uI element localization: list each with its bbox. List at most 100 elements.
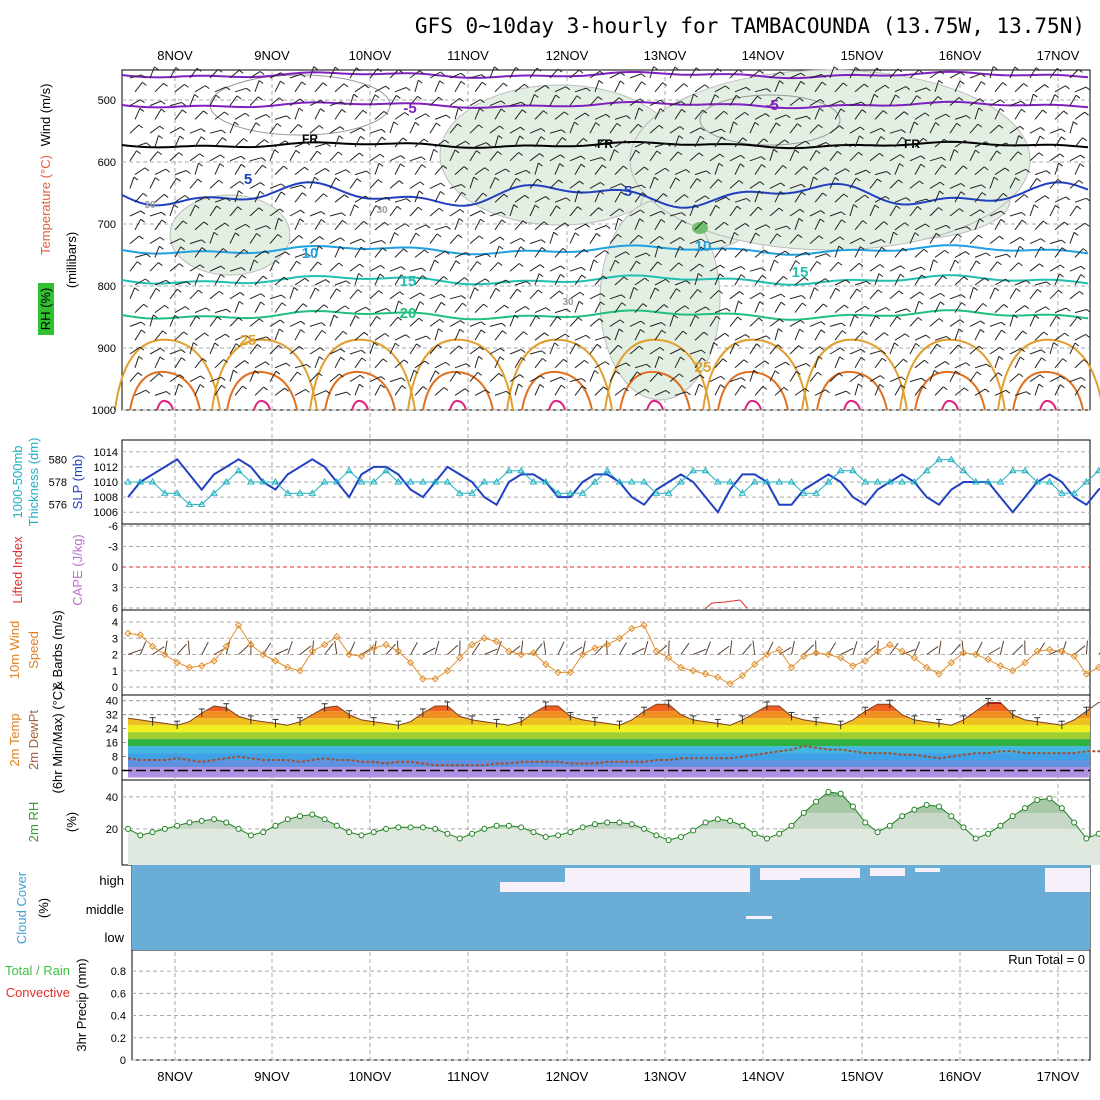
wind-barb-flag [495,287,501,292]
wind-barb [709,68,718,79]
wind-barb [594,386,604,396]
wind-barb [749,95,758,106]
wind-barb [454,191,463,203]
wind-barb-flag [524,194,530,199]
wind-barb [1049,342,1054,355]
wind-barb [934,80,940,92]
wind-barb [869,67,878,79]
wind-barb [394,385,403,396]
wind-barb-flag [598,318,604,323]
wind-barb-flag [243,249,249,253]
wind-barb [274,387,285,396]
wind-barb [129,74,142,79]
wind-barb-flag [582,385,587,390]
temp-band [128,739,1090,747]
wind-barb [749,267,762,272]
wind-barb [169,102,182,107]
wind-barb-flag [376,315,381,320]
wind-barb [754,335,767,341]
thickness-marker [898,478,906,485]
wind-barb-flag [446,225,451,230]
wind-barb-flag [716,315,721,320]
wind-barb [389,69,399,79]
wind-speed-marker [984,655,992,664]
wind-barb-flag [845,279,851,284]
wind-barb [609,233,618,244]
wind-barb [534,136,542,148]
wind-barb [869,239,882,245]
temp-units-label: (6hr Min/Max) (°C) [50,686,65,793]
wind-barb-flag [246,87,251,92]
upper-temp-label: Temperature (°C) [38,155,53,255]
wind-barb [1034,246,1042,258]
wind-barb [774,225,787,231]
wind-barb-flag [797,234,803,239]
thickness-marker [1033,478,1042,485]
wind-barb-flag [856,288,862,293]
wind-barb-flag [516,288,522,293]
rh-marker [542,833,549,840]
wind-barb [634,192,643,203]
wind-barb-flag [180,126,185,131]
surface-wind-barb [324,643,334,655]
wind-barb-flag [799,97,804,102]
wind-barb-flag [858,262,864,267]
temp-band [128,746,1090,754]
wind-barb [494,390,507,396]
wind-barb [189,315,197,327]
wind-barb-flag [195,315,201,320]
wind-barb [289,287,295,299]
wind-barb-flag [799,208,805,213]
wind-barb-flag [1080,154,1085,159]
surface-wind-barb [496,641,502,655]
wind-barb-flag [176,288,182,293]
wind-barb-flag [298,107,304,112]
wind-barb-flag [564,222,570,227]
wind-barb [429,233,438,244]
wind-barb-flag [1040,246,1046,251]
wind-barb [214,137,223,148]
thickness-marker [222,478,231,485]
wind-barb-flag [540,136,546,141]
wind-barb [189,67,198,79]
isotherm-25 [407,338,514,411]
wind-barb [614,191,622,203]
wind-barb-flag [176,177,181,182]
wind-barb [709,179,719,189]
wind-barb-flag [685,280,691,285]
wind-barb [394,198,407,203]
wind-barb [1034,357,1042,369]
wind-barb-flag [935,122,940,126]
wind-barb [409,267,422,272]
wind-barb [1069,94,1077,106]
wind-barb-flag [436,122,441,127]
wind-barb-flag [899,273,905,278]
wind-barbs-label-part: & Barbs (m/s) [50,610,65,689]
wind-barb [409,206,419,217]
wind-barb [589,122,597,134]
wind-barb [154,356,161,369]
wind-barb-flag [421,267,426,272]
wind-barb-flag [344,305,350,310]
wind-barb-flag [599,190,604,195]
wind-barb [474,278,486,286]
thickness-marker [259,478,268,485]
wind-speed-marker [910,654,919,662]
wind-barb-flag [203,110,208,115]
wind-barb-flag [361,357,367,362]
wind-barbs-label: & Barbs (m/s) [50,610,65,689]
cloud-level-label: middle [86,902,124,917]
slp-ytick: 1012 [94,462,118,474]
wind-barb-flag [458,218,464,222]
wind-barb [449,260,457,272]
wind-barb-flag [982,303,988,307]
wind-barb-flag [417,206,423,211]
wind-barb-flag [863,331,868,335]
wind-barb-flag [321,322,326,327]
wind-barb [889,179,899,189]
thickness-marker [419,478,427,485]
wind-barb-flag [423,138,429,143]
wind-barb [149,177,156,189]
wind-barb-flag [383,110,389,115]
